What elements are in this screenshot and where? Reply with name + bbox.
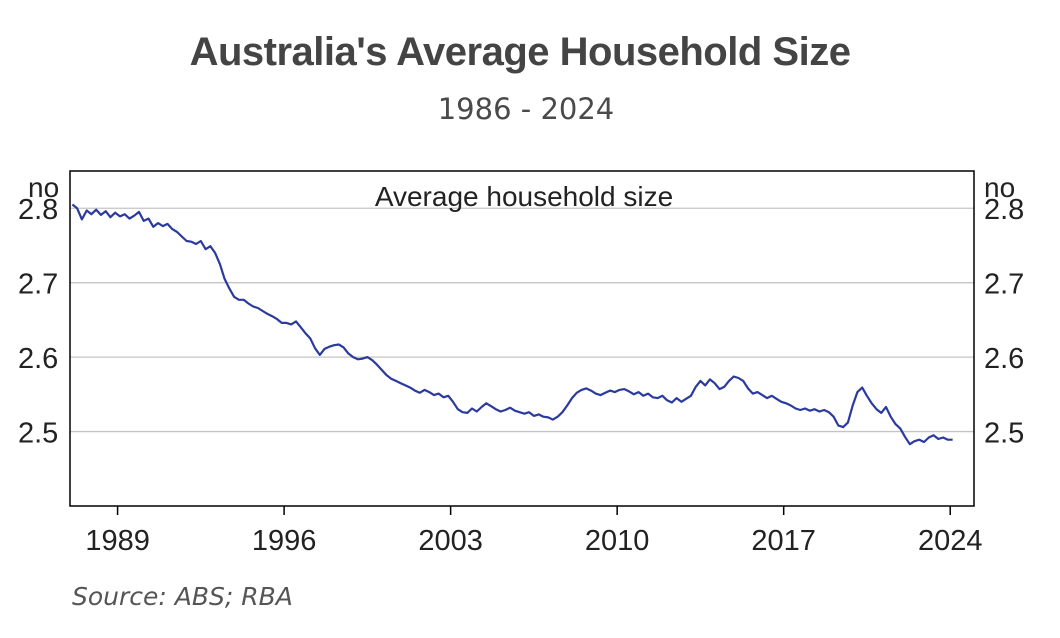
x-tick-label: 1996 [252, 525, 317, 557]
source-note: Source: ABS; RBA [72, 582, 293, 611]
y-axis-unit-right: no [984, 172, 1015, 203]
series-line-household-size [71, 203, 953, 446]
x-tick-label: 2017 [751, 525, 816, 557]
y-tick-label-left: 2.6 [18, 343, 58, 375]
page-title: Australia's Average Household Size [189, 30, 851, 74]
y-tick-label-right: 2.5 [984, 418, 1024, 450]
y-tick-label-right: 2.7 [984, 269, 1024, 301]
series-layer [71, 203, 953, 446]
x-tick-label: 1989 [85, 525, 150, 557]
x-tick-label: 2024 [918, 525, 983, 557]
y-tick-label-left: 2.8 [18, 194, 58, 226]
page-subtitle: 1986 - 2024 [437, 92, 615, 126]
y-axis-unit-left: no [28, 172, 59, 203]
x-tick-label: 2010 [585, 525, 650, 557]
plot-frame [69, 170, 975, 507]
y-tick-label-left: 2.5 [18, 418, 58, 450]
y-tick-label-right: 2.6 [984, 343, 1024, 375]
axis-ticks: 2.5 2.5 2.6 2.6 2.7 2.7 2.8 2.8 1989 1996 2003 2010… [18, 194, 1024, 557]
x-tick-label: 2003 [418, 525, 483, 557]
y-tick-label-right: 2.8 [984, 194, 1024, 226]
y-tick-label-left: 2.7 [18, 269, 58, 301]
chart-inner-title: Average household size [375, 181, 673, 212]
grid-lines [70, 207, 974, 433]
